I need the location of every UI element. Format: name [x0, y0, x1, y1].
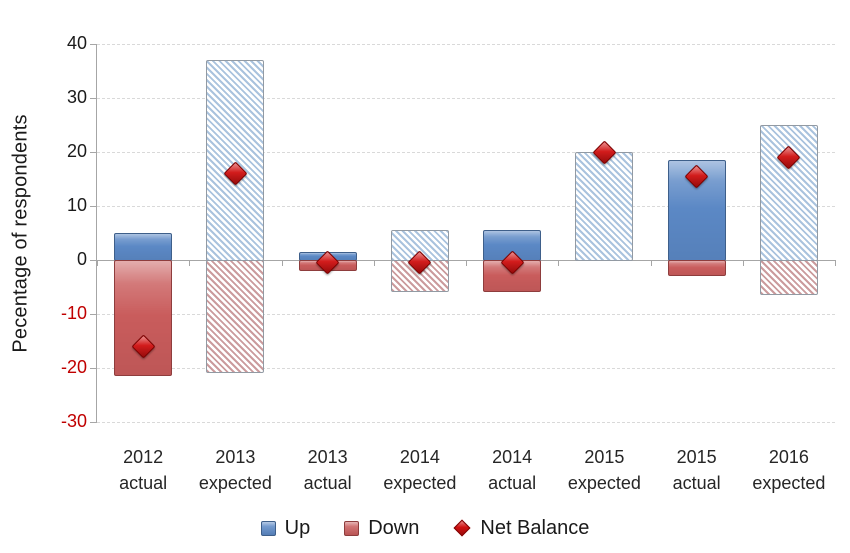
net-balance-diamond-icon — [453, 519, 471, 537]
x-category-kind: actual — [672, 473, 721, 493]
y-tick-label-10: 10 — [66, 195, 87, 216]
y-tick-20 — [90, 152, 97, 153]
x-category-year: 2014 — [399, 447, 440, 467]
y-tick-label-20: 20 — [66, 141, 87, 162]
bar-up-2013-expected — [206, 60, 265, 261]
x-category-year: 2013 — [215, 447, 256, 467]
gridline-30 — [97, 98, 835, 99]
x-tick-1 — [189, 260, 191, 266]
legend-label-up: Up — [284, 516, 311, 539]
bar-up-2012-actual — [114, 233, 173, 261]
x-tick-7 — [742, 260, 744, 266]
x-category-label-2014-expected: 2014 expected — [374, 444, 466, 496]
y-axis-line — [96, 44, 97, 422]
x-category-label-2015-actual: 2015 actual — [651, 444, 743, 496]
x-category-kind: expected — [198, 473, 272, 493]
bar-up-2016-expected — [759, 125, 818, 261]
x-category-year: 2015 — [584, 447, 625, 467]
x-tick-4 — [466, 260, 467, 266]
y-tick-10 — [90, 206, 97, 207]
y-tick--30 — [90, 422, 97, 423]
gridline-40 — [97, 44, 835, 45]
y-tick-40 — [90, 44, 97, 45]
bar-down-2012-actual — [114, 260, 173, 377]
legend-label-net-balance: Net Balance — [480, 516, 590, 539]
gridline--10 — [97, 314, 835, 315]
x-category-year: 2013 — [307, 447, 348, 467]
x-category-year: 2014 — [492, 447, 533, 467]
y-tick--20 — [90, 368, 97, 369]
y-tick-label-0: 0 — [76, 249, 87, 270]
x-category-kind: actual — [119, 473, 168, 493]
x-category-label-2016-expected: 2016 expected — [743, 444, 835, 496]
legend: Up Down Net Balance — [0, 508, 850, 548]
y-tick-label--20: -20 — [60, 357, 87, 378]
bar-down-2015-actual — [667, 260, 726, 277]
legend-item-net-balance: Net Balance — [453, 517, 589, 540]
x-category-kind: actual — [488, 473, 537, 493]
y-tick-0 — [90, 260, 97, 261]
bar-down-2013-expected — [206, 260, 265, 374]
up-swatch-icon — [260, 520, 276, 536]
x-category-year: 2012 — [123, 447, 164, 467]
x-category-kind: actual — [303, 473, 352, 493]
x-tick-0 — [97, 260, 98, 266]
x-category-kind: expected — [383, 473, 457, 493]
gridline-10 — [97, 206, 835, 207]
x-tick-3 — [373, 260, 375, 266]
x-category-label-2014-actual: 2014 actual — [466, 444, 558, 496]
x-category-year: 2015 — [676, 447, 717, 467]
x-tick-6 — [650, 260, 652, 266]
y-tick-label--10: -10 — [60, 303, 87, 324]
y-tick-label-30: 30 — [66, 87, 87, 108]
x-tick-8 — [835, 260, 836, 266]
x-category-label-2015-expected: 2015 expected — [558, 444, 650, 496]
bar-down-2016-expected — [759, 260, 818, 296]
legend-item-up: Up — [260, 516, 311, 540]
x-category-label-2013-expected: 2013 expected — [189, 444, 281, 496]
down-swatch-icon — [344, 520, 360, 536]
legend-item-down: Down — [344, 517, 419, 540]
legend-label-down: Down — [368, 516, 420, 539]
y-tick-label--30: -30 — [60, 411, 87, 432]
y-tick--10 — [90, 314, 97, 315]
net-balance-swatch-wrap — [453, 519, 471, 537]
x-tick-2 — [281, 260, 283, 266]
gridline-20 — [97, 152, 835, 153]
x-category-kind: expected — [567, 473, 641, 493]
x-category-year: 2016 — [768, 447, 809, 467]
gridline--30 — [97, 422, 835, 423]
bar-up-2015-expected — [575, 152, 634, 261]
y-tick-30 — [90, 98, 97, 99]
x-category-label-2012-actual: 2012 actual — [97, 444, 189, 496]
x-tick-5 — [558, 260, 560, 266]
y-axis-title-text: Pecentage of respondents — [9, 113, 32, 353]
x-category-label-2013-actual: 2013 actual — [282, 444, 374, 496]
gridline--20 — [97, 368, 835, 369]
x-category-kind: expected — [752, 473, 826, 493]
y-tick-label-40: 40 — [66, 33, 87, 54]
